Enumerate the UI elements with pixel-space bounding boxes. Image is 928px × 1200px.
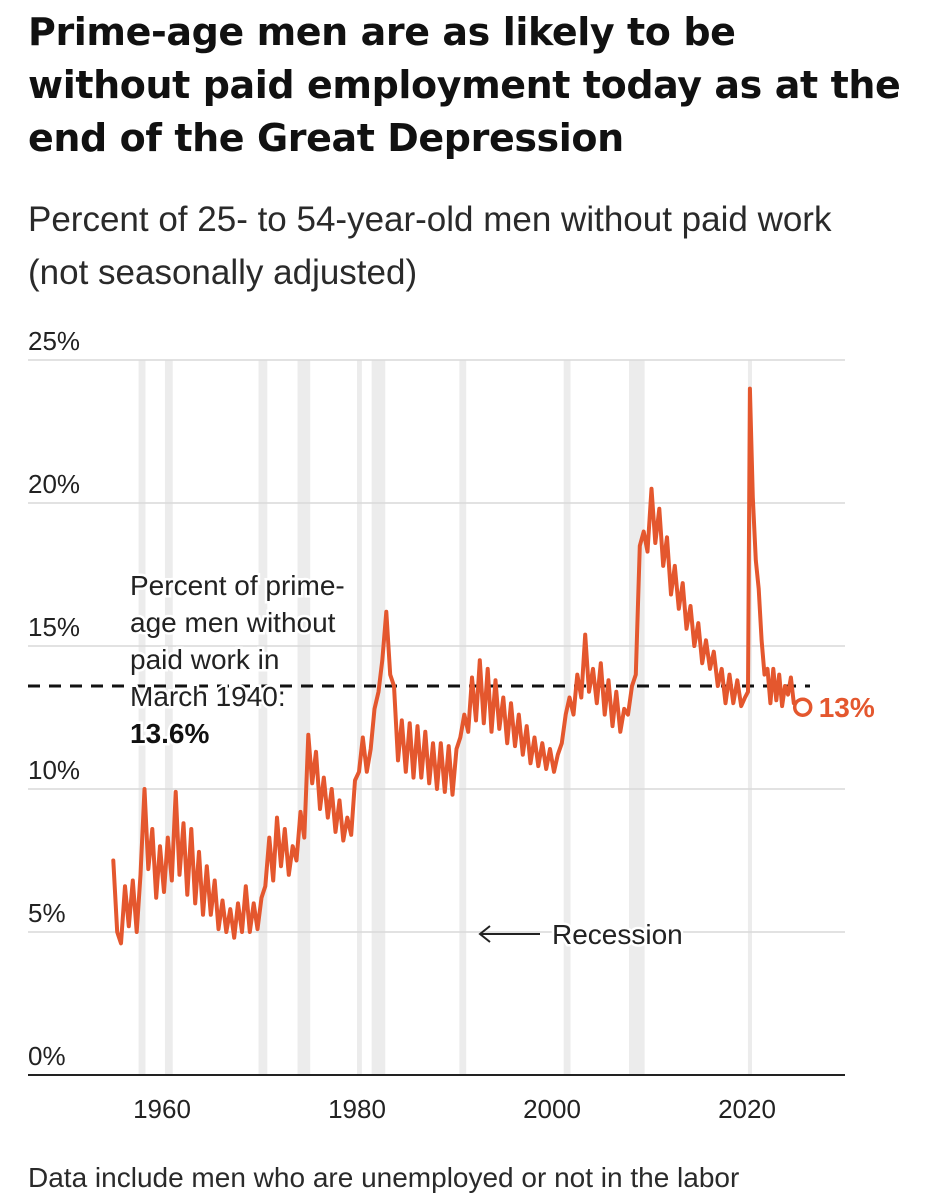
recession-band-5 — [371, 360, 386, 1075]
reference-label-line: Percent of prime- — [130, 570, 345, 601]
end-value-label: 13% — [819, 692, 875, 723]
reference-label-line: March 1940: — [130, 681, 286, 712]
x-axis-labels: 1960 1980 2000 2020 — [133, 1094, 776, 1124]
recession-bands — [138, 360, 752, 1075]
recession-label: Recession — [552, 919, 683, 950]
recession-band-2 — [258, 360, 268, 1075]
x-tick-label: 2000 — [523, 1094, 581, 1124]
y-tick-label: 10% — [28, 755, 80, 785]
y-tick-label: 25% — [28, 326, 80, 356]
recession-band-1 — [164, 360, 173, 1075]
y-tick-label: 0% — [28, 1041, 66, 1071]
recession-band-0 — [138, 360, 146, 1075]
end-point-marker — [792, 697, 813, 717]
reference-annotation: Percent of prime-age men without paid wor… — [128, 568, 348, 752]
recession-band-4 — [357, 360, 362, 1075]
recession-band-8 — [629, 360, 645, 1075]
recession-band-9 — [747, 360, 752, 1075]
page-title: Prime-age men are as likely to be withou… — [28, 10, 901, 160]
series-line — [111, 386, 800, 946]
reference-label-line: paid work in — [130, 644, 279, 675]
x-tick-label: 1980 — [328, 1094, 386, 1124]
x-tick-label: 1960 — [133, 1094, 191, 1124]
reference-value-label: 13.6% — [130, 718, 209, 749]
y-tick-label: 20% — [28, 469, 80, 499]
page-subtitle: Percent of 25- to 54-year-old men withou… — [28, 200, 832, 292]
x-tick-label: 2020 — [718, 1094, 776, 1124]
footnote: Data include men who are unemployed or n… — [28, 1162, 740, 1193]
line-chart: 25% 20% 15% 10% 5% 0% 1960 1980 2000 2020 13% Pe… — [28, 326, 875, 1124]
reference-label-line: age men without — [130, 607, 336, 638]
recession-annotation: Recession — [478, 917, 685, 953]
recession-band-3 — [297, 360, 311, 1075]
left-arrow-icon — [478, 925, 491, 943]
y-axis-labels: 25% 20% 15% 10% 5% 0% — [28, 326, 80, 1071]
y-tick-label: 15% — [28, 612, 80, 642]
gridlines — [28, 359, 845, 933]
y-tick-label: 5% — [28, 898, 66, 928]
